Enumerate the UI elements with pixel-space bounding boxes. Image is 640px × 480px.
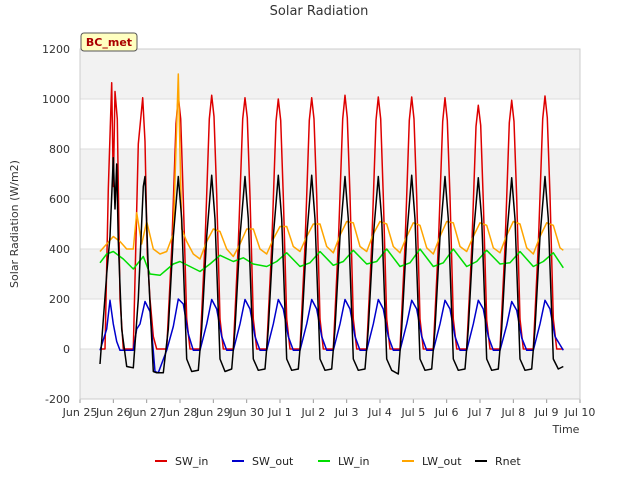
x-tick-label: Jul 1 — [267, 406, 292, 419]
station-badge-box — [80, 32, 138, 52]
legend-label-sw-in: SW_in — [175, 455, 208, 468]
series-line-rnet — [99, 157, 564, 375]
plot-frame — [79, 48, 581, 400]
x-tick-label: Jun 30 — [228, 406, 264, 419]
series-line-sw-in — [100, 82, 564, 350]
x-tick-label: Jul 3 — [334, 406, 359, 419]
plot-bands — [80, 49, 580, 399]
y-tick-label: 600 — [49, 193, 70, 206]
y-tick-label: 800 — [49, 143, 70, 156]
series-layer — [99, 73, 564, 375]
x-tick-label: Jun 27 — [128, 406, 164, 419]
x-axis-label: Time — [552, 423, 580, 436]
x-tick-label: Jun 26 — [95, 406, 131, 419]
legend-label-lw-out: LW_out — [422, 455, 462, 468]
station-badge-label: BC_met — [86, 36, 132, 49]
station-badge: BC_met — [80, 32, 138, 52]
x-tick-label: Jul 6 — [434, 406, 459, 419]
legend-label-lw-in: LW_in — [338, 455, 370, 468]
legend-label-rnet: Rnet — [495, 455, 521, 468]
y-tick-label: 1200 — [42, 43, 70, 56]
x-tick-label: Jul 7 — [467, 406, 492, 419]
plot-band — [80, 149, 580, 199]
y-tick-label: -200 — [45, 393, 70, 406]
x-tick-label: Jun 28 — [162, 406, 198, 419]
y-tick-label: 400 — [49, 243, 70, 256]
x-tick-label: Jul 8 — [500, 406, 525, 419]
plot-band — [80, 349, 580, 399]
x-tick-label: Jun 25 — [62, 406, 98, 419]
y-tick-label: 1000 — [42, 93, 70, 106]
legend-label-sw-out: SW_out — [252, 455, 294, 468]
y-tick-label: 200 — [49, 293, 70, 306]
y-axis: -200 0 200 400 600 800 1000 1200 — [42, 43, 70, 406]
series-line-sw-out — [99, 298, 564, 374]
plot-band — [80, 49, 580, 99]
x-tick-label: Jul 5 — [400, 406, 425, 419]
x-tick-label: Jul 2 — [300, 406, 325, 419]
y-tick-label: 0 — [63, 343, 70, 356]
x-tick-label: Jul 4 — [367, 406, 392, 419]
plot-band — [80, 249, 580, 299]
legend: SW_in SW_out LW_in LW_out Rnet — [155, 455, 521, 468]
x-tick-label: Jun 29 — [195, 406, 231, 419]
x-tick-label: Jul 9 — [534, 406, 559, 419]
chart-title: Solar Radiation — [270, 4, 369, 19]
y-axis-label: Solar Radiation (W/m2) — [8, 160, 21, 288]
x-tick-label: Jul 10 — [564, 406, 596, 419]
